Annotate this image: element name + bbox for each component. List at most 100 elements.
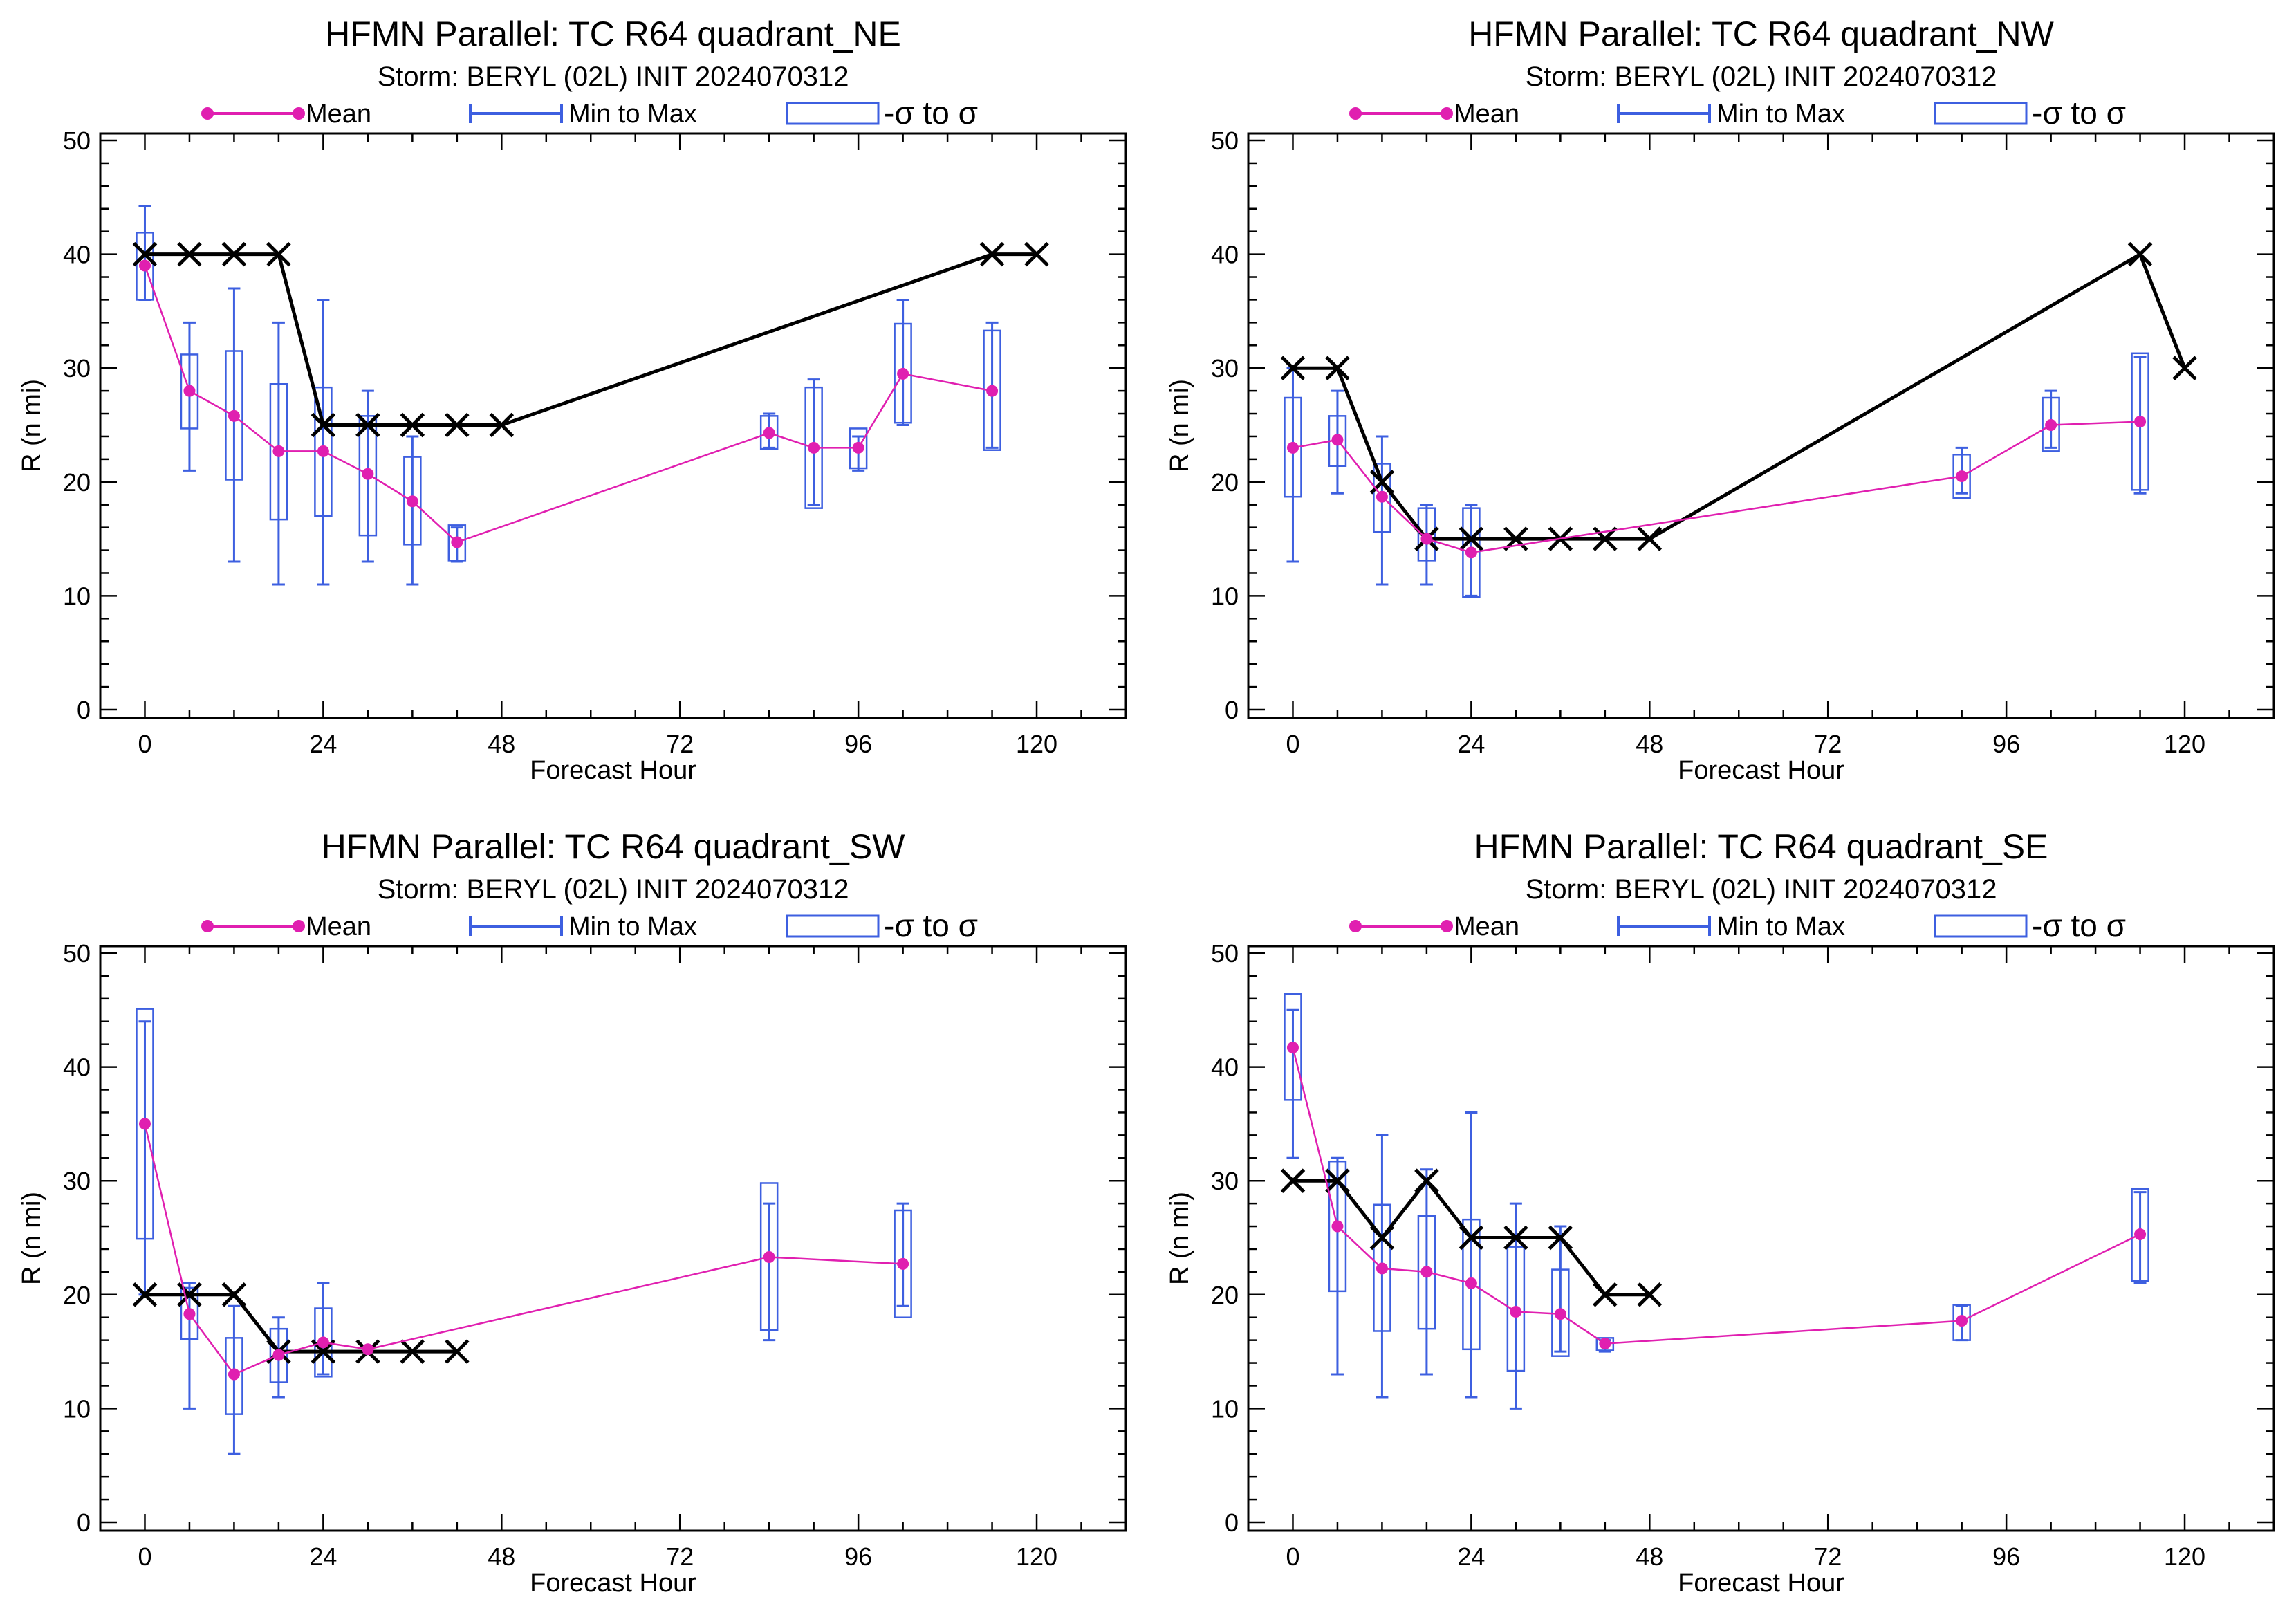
y-tick-label: 30 <box>63 354 91 382</box>
y-tick-label: 40 <box>63 1053 91 1082</box>
mean-point <box>1420 1266 1433 1278</box>
legend-sigma-label: -σ to σ <box>2032 95 2126 131</box>
legend-mean-marker <box>1441 107 1453 120</box>
chart-panel: HFMN Parallel: TC R64 quadrant_SE Storm: … <box>1165 827 2275 1598</box>
x-tick-label: 0 <box>138 1542 151 1571</box>
mean-point <box>986 385 999 397</box>
best-track-marker <box>1459 526 1484 551</box>
mean-line <box>1293 421 2140 554</box>
legend-mean-label: Mean <box>306 100 371 129</box>
y-tick-label: 40 <box>1211 241 1239 269</box>
mean-point <box>138 259 151 272</box>
x-tick-label: 96 <box>844 1542 872 1571</box>
best-track-marker <box>1548 1225 1573 1251</box>
best-track-marker <box>221 241 247 267</box>
legend: Mean Min to Max -σ to σ <box>1349 907 2126 943</box>
y-tick-label: 50 <box>1211 939 1239 968</box>
chart-panel: HFMN Parallel: TC R64 quadrant_NE Storm: … <box>17 15 1127 785</box>
best-track-marker <box>400 412 425 438</box>
mean-point <box>1510 1305 1522 1318</box>
y-axis-label: R (n mi) <box>17 1192 46 1285</box>
y-tick-label: 10 <box>1211 1394 1239 1423</box>
chart-title: HFMN Parallel: TC R64 quadrant_SE <box>1474 827 2048 866</box>
best-track-marker <box>1280 356 1306 380</box>
y-axis-label: R (n mi) <box>1165 379 1194 472</box>
mean-point <box>1376 1262 1388 1275</box>
mean-point <box>451 536 463 548</box>
x-tick-label: 120 <box>1016 1542 1057 1571</box>
best-track-line <box>145 1293 457 1354</box>
x-tick-label: 72 <box>666 1542 694 1571</box>
chart-title: HFMN Parallel: TC R64 quadrant_NE <box>325 15 901 53</box>
mean-point <box>1465 1277 1477 1289</box>
plot-frame <box>99 132 1127 719</box>
legend-mean-label: Mean <box>1454 100 1519 129</box>
best-track-marker <box>132 241 158 267</box>
x-tick-label: 24 <box>1457 1542 1485 1571</box>
mean-point <box>183 1308 196 1320</box>
x-tick-label: 72 <box>1814 1542 1842 1571</box>
chart-subtitle: Storm: BERYL (02L) INIT 2024070312 <box>378 62 849 92</box>
mean-point <box>138 1118 151 1130</box>
y-tick-label: 50 <box>63 127 91 155</box>
mean-point <box>272 1349 285 1361</box>
y-tick-label: 10 <box>63 582 91 610</box>
chart-title: HFMN Parallel: TC R64 quadrant_SW <box>322 827 906 866</box>
mean-line <box>144 1123 903 1376</box>
best-track-marker <box>1369 1225 1395 1251</box>
mean-point <box>1420 533 1433 545</box>
best-track-marker <box>1024 241 1049 267</box>
best-track-marker <box>1280 1168 1306 1193</box>
chart-subtitle: Storm: BERYL (02L) INIT 2024070312 <box>1526 62 1997 92</box>
mean-point <box>2134 416 2147 428</box>
y-tick-label: 20 <box>1211 1281 1239 1309</box>
legend-mean-marker <box>293 107 305 120</box>
x-tick-label: 0 <box>138 730 151 758</box>
mean-point <box>852 441 864 454</box>
x-tick-label: 120 <box>2164 1542 2205 1571</box>
best-track-marker <box>1637 526 1663 551</box>
mean-point <box>362 1343 374 1356</box>
plot-frame <box>99 945 1127 1532</box>
legend-sigma-box <box>1934 102 2028 125</box>
mean-point <box>1331 434 1344 446</box>
plot-frame <box>1247 945 2275 1532</box>
x-tick-label: 24 <box>309 730 337 758</box>
y-tick-label: 20 <box>63 1281 91 1309</box>
legend-sigma-label: -σ to σ <box>884 907 978 943</box>
mean-point <box>897 1257 909 1270</box>
plot-frame <box>1247 132 2275 719</box>
best-track-marker <box>1593 1282 1618 1307</box>
legend: Mean Min to Max -σ to σ <box>201 907 978 943</box>
best-track-marker <box>177 241 202 267</box>
best-track-marker <box>1637 1282 1663 1307</box>
mean-point <box>1286 441 1299 454</box>
legend-sigma-label: -σ to σ <box>884 95 978 131</box>
x-tick-label: 72 <box>1814 730 1842 758</box>
best-track-marker <box>400 1339 425 1364</box>
y-tick-label: 50 <box>63 939 91 968</box>
best-track-marker <box>132 1282 158 1307</box>
mean-line <box>144 265 992 544</box>
legend-sigma-box <box>786 102 880 125</box>
legend-mean-marker <box>1349 920 1362 932</box>
mean-point <box>808 441 820 454</box>
best-track-marker <box>1325 356 1350 380</box>
mean-point <box>272 445 285 457</box>
legend-mean-label: Mean <box>1454 912 1519 941</box>
mean-point <box>897 367 909 380</box>
mean-point <box>2045 419 2057 431</box>
legend-mean-marker <box>201 920 214 932</box>
y-tick-label: 40 <box>1211 1053 1239 1082</box>
legend-mean-marker <box>201 107 214 120</box>
y-tick-label: 10 <box>1211 582 1239 610</box>
best-track-marker <box>445 412 470 438</box>
x-tick-label: 24 <box>309 1542 337 1571</box>
best-track-marker <box>1459 1225 1484 1251</box>
best-track-marker <box>311 412 336 438</box>
mean-point <box>1956 1315 1968 1327</box>
x-axis-label: Forecast Hour <box>1678 756 1844 785</box>
legend-sigma-box <box>1934 914 2028 938</box>
mean-point <box>1599 1338 1611 1350</box>
mean-point <box>228 1368 240 1381</box>
